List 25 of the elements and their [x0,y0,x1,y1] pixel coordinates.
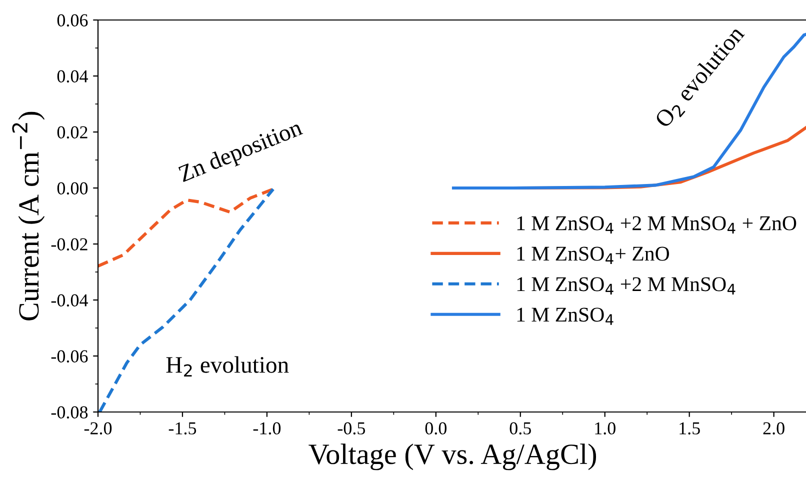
y-axis-title: Current (A cm$^{−2}$) [12,112,45,320]
x-tick-label: -1.5 [168,422,196,435]
x-tick-label: -0.5 [338,422,366,435]
y-tick-label: 0.00 [57,182,88,195]
legend-label: 1 M ZnSO$_{4}$ +2 M MnSO$_{4}$ + ZnO [517,216,796,234]
y-tick-label: -0.04 [51,294,88,307]
legend-label: 1 M ZnSO$_{4}$ +2 M MnSO$_{4}$ [517,277,736,294]
x-tick-label: 0.5 [510,422,531,435]
x-axis-title: Voltage (V vs. Ag/AgCl) [308,444,596,470]
annotation: H$_{2}$ evolution [166,356,289,377]
x-tick-label: 1.0 [595,422,616,435]
y-tick-label: -0.02 [51,238,88,251]
y-tick-label: 0.04 [57,70,88,83]
x-tick-label: 2.0 [763,422,784,435]
y-tick-label: 0.02 [57,126,88,139]
y-tick-label: 0.06 [57,14,88,27]
legend-label: 1 M ZnSO$_{4}$+ ZnO [517,246,669,264]
legend-label: 1 M ZnSO$_{4}$ [517,308,614,325]
x-tick-label: 1.5 [680,422,700,435]
annotation: O$_{2}$ evolution [654,24,748,131]
y-tick-label: -0.06 [51,350,88,363]
x-tick-label: -1.0 [253,422,281,435]
y-tick-label: -0.08 [51,406,88,419]
x-tick-label: 0.0 [425,422,447,435]
x-tick-label: -2.0 [84,422,112,435]
